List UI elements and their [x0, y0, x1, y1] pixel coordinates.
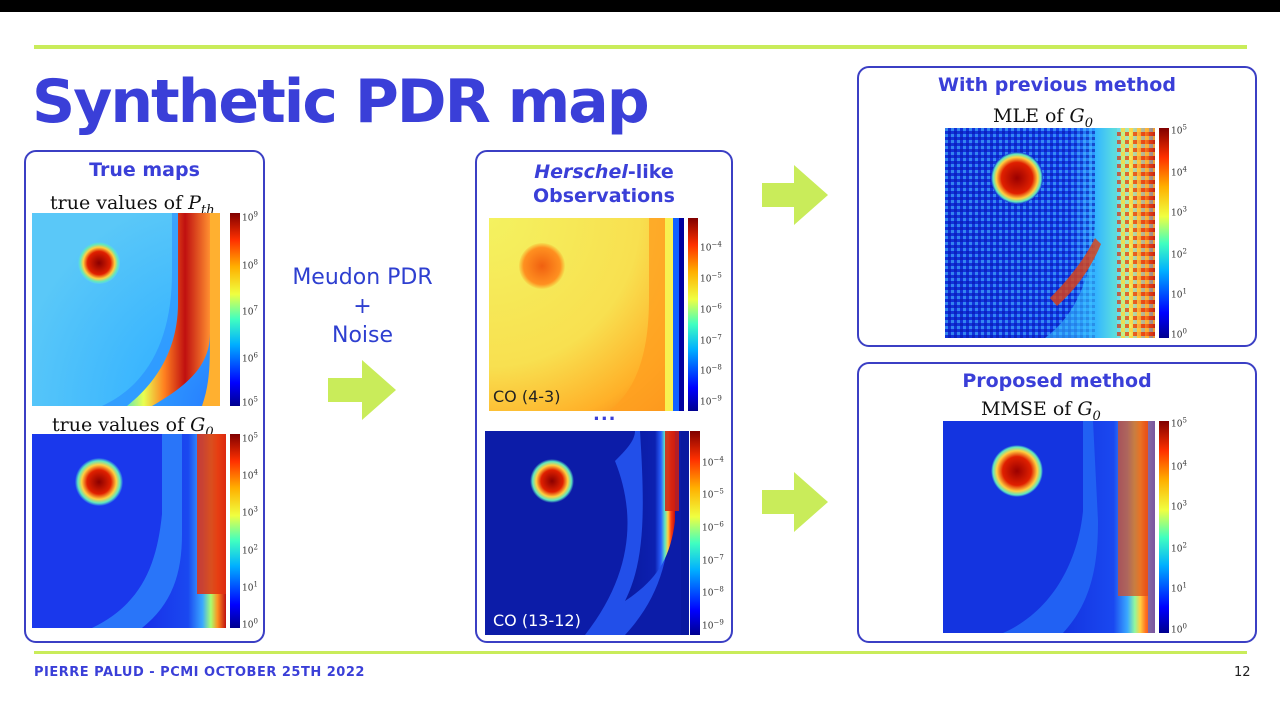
- proposed-method-panel: Proposed method MMSE of G0 105 104 103 1…: [857, 362, 1257, 643]
- co43-map: [489, 218, 684, 411]
- mmse-map: [943, 421, 1155, 633]
- co1312-tick: 10−7: [702, 553, 724, 567]
- co1312-tick: 10−4: [702, 455, 724, 469]
- previous-method-panel: With previous method MLE of G0: [857, 66, 1257, 347]
- observations-title: Herschel-like: [534, 161, 674, 183]
- co1312-map-image: [485, 431, 689, 635]
- mmse-tick: 103: [1171, 499, 1187, 513]
- meudon-noise-text: Meudon PDR + Noise: [270, 263, 455, 350]
- proposed-method-title: Proposed method: [962, 370, 1152, 392]
- g0-true-tick: 101: [242, 580, 258, 594]
- g0-true-colorbar: [230, 434, 240, 628]
- pth-tick: 105: [242, 395, 258, 409]
- mmse-tick: 105: [1171, 416, 1187, 430]
- plus-line: +: [353, 294, 372, 319]
- mle-tick: 100: [1171, 327, 1187, 341]
- mmse-map-image: [943, 421, 1155, 633]
- co43-colorbar-ticks: 10−4 10−5 10−6 10−7 10−8 10−9: [700, 218, 728, 411]
- mmse-colorbar-ticks: 105 104 103 102 101 100: [1171, 417, 1199, 636]
- mmse-colorbar: [1159, 421, 1169, 633]
- true-maps-title: True maps: [89, 159, 200, 181]
- previous-method-title: With previous method: [938, 74, 1176, 96]
- co1312-tick: 10−8: [702, 585, 724, 599]
- g0-true-tick: 103: [242, 505, 258, 519]
- co43-tick: 10−8: [700, 363, 722, 377]
- co1312-label: CO (13-12): [493, 611, 581, 630]
- pth-tick: 106: [242, 351, 258, 365]
- co43-tick: 10−5: [700, 271, 722, 285]
- co1312-colorbar: [690, 431, 700, 635]
- mmse-label: MMSE of G0: [981, 398, 1101, 424]
- top-black-bar: [0, 0, 1280, 12]
- co43-map-image: [489, 218, 684, 411]
- mle-colorbar-ticks: 105 104 103 102 101 100: [1171, 124, 1199, 341]
- meudon-pdr-line: Meudon PDR: [292, 265, 433, 290]
- co43-tick: 10−9: [700, 394, 722, 408]
- pth-tick: 107: [242, 304, 258, 318]
- g0-true-tick: 100: [242, 617, 258, 631]
- observations-panel: Herschel-like Observations CO (4-3) 10−4…: [475, 150, 733, 643]
- pth-tick: 108: [242, 258, 258, 272]
- mle-colorbar: [1159, 128, 1169, 338]
- mle-map-image: [945, 128, 1155, 338]
- mle-tick: 101: [1171, 287, 1187, 301]
- pth-tick: 109: [242, 210, 258, 224]
- mle-map: [945, 128, 1155, 338]
- mmse-tick: 100: [1171, 622, 1187, 636]
- co1312-map: [485, 431, 689, 635]
- arrow-right-icon: [762, 165, 828, 225]
- co1312-colorbar-ticks: 10−4 10−5 10−6 10−7 10−8 10−9: [702, 431, 730, 635]
- mle-label: MLE of G0: [993, 105, 1093, 131]
- noise-line: Noise: [331, 323, 394, 348]
- bottom-rule: [34, 651, 1247, 654]
- top-rule: [34, 45, 1247, 49]
- arrow-right-icon: [762, 472, 828, 532]
- g0-true-tick: 105: [242, 431, 258, 445]
- mle-tick: 102: [1171, 247, 1187, 261]
- g0-true-map: [32, 434, 226, 628]
- co43-tick: 10−4: [700, 240, 722, 254]
- co1312-tick: 10−5: [702, 487, 724, 501]
- co43-colorbar: [688, 218, 698, 411]
- pth-colorbar-ticks: 109 108 107 106 105: [242, 210, 266, 409]
- arrow-right-icon: [328, 360, 396, 420]
- slide-title: Synthetic PDR map: [32, 67, 650, 137]
- ellipsis: ...: [593, 404, 617, 425]
- co43-tick: 10−6: [700, 302, 722, 316]
- mle-tick: 103: [1171, 205, 1187, 219]
- g0-map-label: true values of G0: [52, 414, 214, 440]
- mmse-tick: 104: [1171, 459, 1187, 473]
- co43-tick: 10−7: [700, 333, 722, 347]
- co1312-tick: 10−6: [702, 520, 724, 534]
- g0-true-tick: 102: [242, 543, 258, 557]
- g0-true-colorbar-ticks: 105 104 103 102 101 100: [242, 431, 266, 631]
- page-number: 12: [1234, 665, 1251, 680]
- co43-label: CO (4-3): [493, 387, 561, 406]
- true-maps-panel: True maps true values of Pth 109 108 107: [24, 150, 265, 643]
- pth-map-image: [32, 213, 220, 406]
- g0-true-tick: 104: [242, 468, 258, 482]
- footer-text: PIERRE PALUD - PCMI OCTOBER 25TH 2022: [34, 665, 365, 680]
- g0-true-map-image: [32, 434, 226, 628]
- observations-title-line2: Observations: [532, 185, 675, 207]
- mle-tick: 105: [1171, 123, 1187, 137]
- co1312-tick: 10−9: [702, 618, 724, 632]
- mmse-tick: 102: [1171, 541, 1187, 555]
- pth-colorbar: [230, 213, 240, 406]
- mle-tick: 104: [1171, 165, 1187, 179]
- pth-map: [32, 213, 220, 406]
- mmse-tick: 101: [1171, 581, 1187, 595]
